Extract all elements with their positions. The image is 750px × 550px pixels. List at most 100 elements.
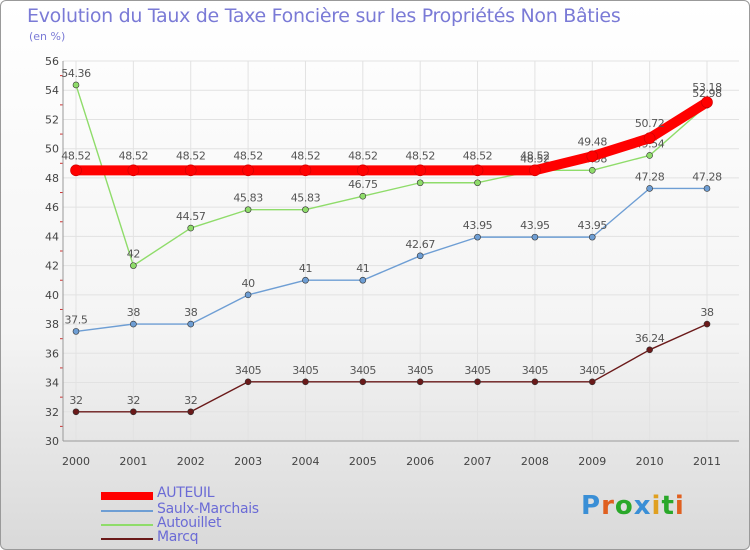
- data-label-autouillet: 44.57: [176, 210, 206, 223]
- data-point-auteuil: [184, 164, 197, 177]
- data-point-autouillet: [359, 192, 367, 200]
- data-point-saulx-marchais: [130, 320, 137, 328]
- data-point-autouillet: [72, 81, 80, 89]
- x-tick-label: 2011: [693, 455, 721, 468]
- data-point-saulx-marchais: [703, 185, 711, 192]
- data-point-auteuil: [299, 164, 312, 177]
- data-label-saulx-marchais: 41: [299, 262, 312, 275]
- x-tick-label: 2006: [406, 455, 434, 468]
- data-point-marcq: [588, 378, 596, 386]
- data-label-marcq: 32: [127, 394, 140, 407]
- data-label-saulx-marchais: 42.67: [405, 238, 435, 251]
- data-label-auteuil: 48.52: [463, 149, 493, 162]
- x-tick-label: 2003: [234, 455, 262, 468]
- data-point-marcq: [130, 408, 137, 416]
- y-tick-label: 46: [45, 201, 59, 214]
- data-point-saulx-marchais: [244, 291, 252, 299]
- data-label-marcq: 32: [69, 394, 82, 407]
- y-tick-label: 36: [45, 347, 59, 360]
- data-label-autouillet: 42: [127, 248, 140, 261]
- proxiti-logo: Proxiti: [581, 491, 685, 521]
- logo-letter: o: [614, 491, 634, 521]
- data-point-auteuil: [242, 164, 254, 177]
- data-label-autouillet: 45.83: [233, 192, 263, 205]
- data-point-saulx-marchais: [416, 252, 424, 260]
- data-point-autouillet: [244, 206, 252, 213]
- data-point-marcq: [416, 378, 424, 386]
- data-point-autouillet: [646, 152, 653, 159]
- logo-letter: P: [581, 491, 602, 521]
- data-label-marcq: 3405: [522, 364, 549, 377]
- data-point-autouillet: [187, 224, 195, 232]
- data-label-auteuil: 53.18: [692, 81, 722, 94]
- data-label-auteuil: 48.52: [520, 149, 550, 162]
- y-tick-label: 30: [45, 435, 59, 448]
- y-tick-label: 42: [45, 260, 59, 273]
- x-tick-label: 2004: [291, 455, 319, 468]
- chart-title: Evolution du Taux de Taxe Foncière sur l…: [27, 5, 621, 27]
- data-point-autouillet: [302, 206, 309, 213]
- data-point-auteuil: [414, 164, 426, 177]
- x-tick-label: 2010: [636, 455, 664, 468]
- y-tick-label: 56: [45, 55, 59, 68]
- data-point-auteuil: [529, 164, 541, 177]
- data-label-marcq: 3405: [579, 364, 606, 377]
- legend-swatch-autouillet: [101, 524, 153, 526]
- data-label-auteuil: 48.52: [233, 149, 263, 162]
- y-tick-label: 48: [45, 172, 59, 185]
- data-label-autouillet: 48.52: [520, 152, 550, 165]
- logo-letter: i: [674, 491, 685, 521]
- data-label-marcq: 36.24: [635, 332, 665, 345]
- data-label-marcq: 32: [184, 394, 197, 407]
- data-label-marcq: 3405: [407, 364, 434, 377]
- data-point-saulx-marchais: [588, 233, 596, 241]
- data-label-saulx-marchais: 40: [241, 277, 255, 290]
- data-point-marcq: [244, 378, 252, 386]
- data-label-saulx-marchais: 43.95: [578, 219, 608, 232]
- data-label-marcq: 3405: [292, 364, 319, 377]
- data-label-saulx-marchais: 47.28: [692, 170, 722, 183]
- data-point-auteuil: [586, 150, 599, 163]
- data-point-saulx-marchais: [531, 233, 539, 241]
- x-tick-label: 2002: [177, 455, 205, 468]
- data-label-auteuil: 48.52: [61, 149, 91, 162]
- data-point-auteuil: [357, 164, 369, 177]
- legend-swatch-saulx-marchais: [101, 510, 153, 512]
- x-tick-label: 2007: [464, 455, 492, 468]
- data-point-marcq: [72, 408, 80, 416]
- x-tick-label: 2008: [521, 455, 549, 468]
- data-label-auteuil: 48.52: [176, 149, 206, 162]
- data-label-saulx-marchais: 47.28: [635, 170, 665, 183]
- legend-label-auteuil: AUTEUIL: [157, 485, 215, 501]
- y-tick-label: 38: [45, 318, 59, 331]
- series-line-auteuil: [71, 97, 712, 176]
- data-label-saulx-marchais: 41: [356, 262, 369, 275]
- data-label-marcq: 38: [700, 306, 714, 319]
- data-point-marcq: [474, 378, 481, 386]
- data-label-saulx-marchais: 37.5: [65, 313, 88, 326]
- data-label-marcq: 3405: [464, 364, 491, 377]
- legend-label-marcq: Marcq: [157, 529, 199, 545]
- x-tick-label: 2001: [119, 455, 147, 468]
- data-label-saulx-marchais: 43.95: [520, 219, 550, 232]
- data-label-auteuil: 48.52: [405, 149, 435, 162]
- data-label-autouillet: 52.98: [692, 87, 722, 100]
- y-tick-label: 50: [45, 143, 59, 156]
- logo-letter: i: [651, 491, 662, 521]
- data-label-saulx-marchais: 38: [184, 306, 198, 319]
- data-point-autouillet: [130, 262, 137, 269]
- data-point-saulx-marchais: [474, 233, 481, 241]
- data-label-autouillet: 54.36: [61, 67, 91, 80]
- x-tick-label: 2009: [578, 455, 606, 468]
- legend-label-autouillet: Autouillet: [157, 515, 222, 531]
- logo-letter: t: [661, 491, 675, 521]
- legend-swatch-auteuil: [101, 492, 153, 500]
- data-label-marcq: 3405: [235, 364, 262, 377]
- x-tick-label: 2000: [62, 455, 90, 468]
- data-label-auteuil: 48.52: [291, 149, 321, 162]
- data-point-marcq: [531, 378, 539, 386]
- y-tick-label: 32: [45, 406, 59, 419]
- data-point-autouillet: [416, 179, 424, 187]
- data-label-auteuil: 50.72: [635, 117, 665, 130]
